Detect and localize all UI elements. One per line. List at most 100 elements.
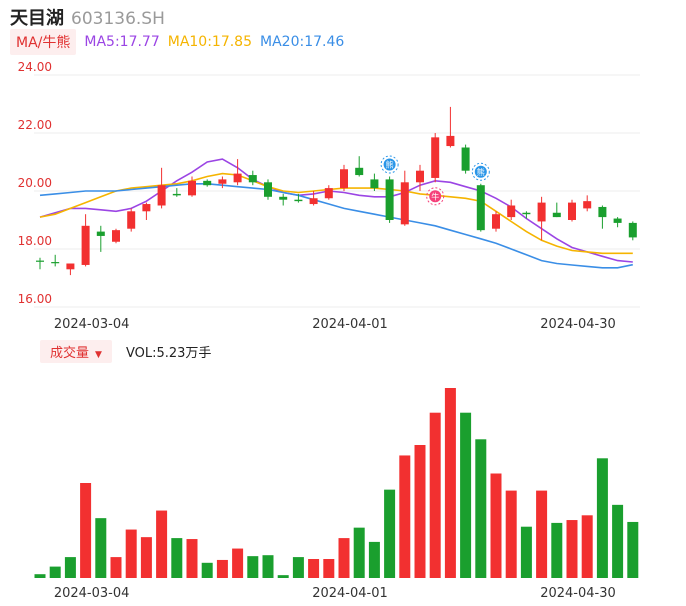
volume-bar [505, 490, 517, 578]
bear-marker-label: 熊 [386, 160, 394, 170]
volume-bar [627, 521, 639, 578]
volume-bar [201, 562, 213, 578]
y-tick-label: 20.00 [18, 176, 52, 190]
volume-bar [353, 527, 365, 578]
bear-marker-ring [380, 155, 399, 174]
volume-bar [110, 557, 122, 578]
candle-body [461, 147, 470, 171]
volume-bar [323, 559, 335, 578]
volume-bar [338, 538, 350, 578]
ma20-label: MA20:17.46 [260, 34, 345, 50]
candle-body [96, 231, 105, 236]
bear-marker [474, 165, 487, 178]
volume-bar [171, 538, 183, 578]
ma10-line [39, 172, 633, 255]
volume-bar [277, 575, 289, 578]
ma-indicator-tab[interactable]: MA/牛熊 [10, 29, 77, 55]
candle-body [309, 198, 318, 205]
candle-body [613, 218, 622, 223]
volume-bar [490, 473, 502, 578]
volume-bar [262, 555, 274, 578]
volume-bar [475, 439, 487, 578]
volume-bar [444, 388, 456, 578]
volume-bar [414, 445, 426, 578]
stock-code: 603136.SH [71, 9, 165, 29]
y-tick-label: 24.00 [18, 60, 52, 74]
bull-marker [429, 190, 442, 203]
candle-body [264, 182, 272, 197]
candle-body [248, 175, 257, 183]
volume-bar [34, 574, 46, 578]
volume-x-tick-label: 2024-03-04 [54, 586, 130, 601]
volume-bar [536, 490, 548, 578]
candle-body [583, 201, 592, 209]
volume-bar [460, 412, 472, 578]
candle-body [218, 179, 227, 184]
volume-bar [308, 559, 320, 578]
bull-marker-ring [426, 187, 445, 206]
volume-tab-label: 成交量 [50, 345, 90, 361]
y-tick-label: 16.00 [18, 292, 52, 306]
volume-bar [596, 458, 608, 578]
candle-body [476, 185, 485, 231]
candle-body [385, 179, 394, 220]
candle-body [66, 263, 75, 270]
x-tick-label: 2024-04-01 [312, 317, 388, 332]
candle-body [446, 135, 455, 147]
candle-body [628, 222, 637, 238]
ma10-label: MA10:17.85 [167, 34, 253, 50]
volume-bar [429, 412, 441, 578]
ma-legend: MA/牛熊 MA5:17.77 MA10:17.85 MA20:17.46 [10, 29, 345, 55]
candle-body [81, 225, 90, 265]
candle-body [142, 204, 151, 212]
volume-x-tick-label: 2024-04-01 [312, 586, 388, 601]
volume-value: VOL:5.23万手 [125, 345, 212, 361]
volume-bar [247, 556, 259, 578]
volume-bar [140, 537, 152, 578]
bear-marker-ring [471, 162, 490, 181]
candle-body [598, 206, 607, 218]
dropdown-caret-icon: ▼ [95, 349, 102, 360]
stock-name: 天目湖 [10, 8, 64, 29]
ma5-line [39, 158, 633, 263]
candle-body [522, 212, 531, 215]
volume-bar [232, 548, 244, 578]
candle-body [400, 182, 409, 225]
candle-body [507, 205, 516, 218]
candle-body [568, 202, 576, 220]
y-tick-label: 22.00 [18, 118, 52, 132]
volume-bar [399, 455, 411, 578]
y-tick-label: 18.00 [18, 234, 52, 248]
candle-body [370, 179, 379, 189]
candle-body [172, 193, 181, 196]
candle-body [127, 211, 136, 229]
volume-bar [368, 541, 380, 578]
volume-bar [80, 483, 92, 578]
volume-bar [216, 559, 228, 578]
candle-body [36, 260, 44, 262]
volume-x-tick-label: 2024-04-30 [540, 586, 616, 601]
x-tick-label: 2024-03-04 [54, 317, 130, 332]
candle-body [492, 214, 500, 229]
volume-bar [566, 520, 578, 578]
bull-marker-label: 牛 [431, 191, 439, 201]
candle-body [203, 180, 212, 186]
volume-indicator-dropdown[interactable]: 成交量 ▼ [40, 339, 112, 363]
volume-bar [581, 515, 593, 578]
volume-bar [95, 518, 107, 578]
candle-body [294, 199, 303, 202]
volume-bar [551, 522, 563, 578]
volume-bar [186, 539, 198, 578]
volume-bar [156, 510, 168, 578]
candle-body [188, 180, 196, 196]
candle-body [279, 196, 288, 200]
volume-bar [384, 489, 396, 578]
candle-body [552, 212, 561, 218]
volume-bar [612, 504, 624, 578]
ma20-line [39, 183, 633, 269]
ma5-label: MA5:17.77 [84, 34, 160, 50]
bear-marker-label: 熊 [477, 167, 485, 177]
candle-body [157, 185, 166, 206]
candle-body [233, 173, 242, 183]
